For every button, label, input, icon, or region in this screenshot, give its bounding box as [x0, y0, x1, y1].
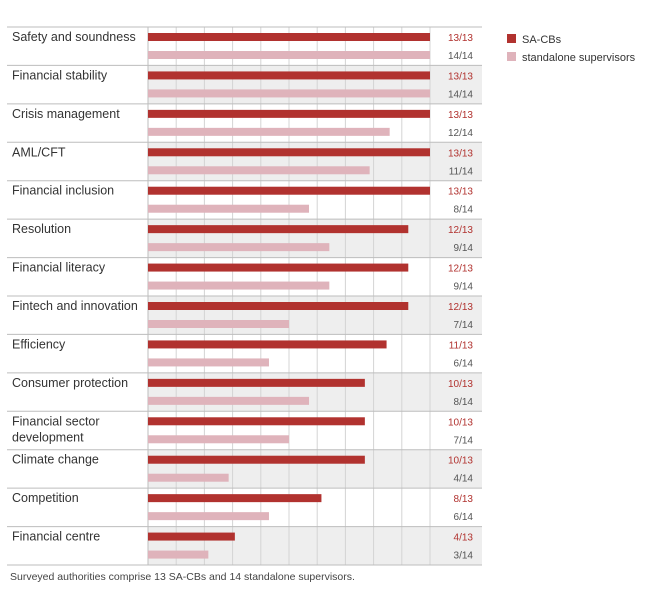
- value-label-standalone: 8/14: [454, 397, 474, 408]
- value-label-standalone: 4/14: [454, 474, 474, 485]
- legend-label-standalone-supervisors: standalone supervisors: [522, 52, 636, 64]
- bar-standalone-supervisors: [148, 550, 209, 559]
- legend-label-sa-cbs: SA-CBs: [522, 34, 562, 46]
- bar-sa-cbs: [148, 378, 365, 387]
- bar-standalone-supervisors: [148, 396, 310, 405]
- bar-sa-cbs: [148, 33, 430, 41]
- bar-standalone-supervisors: [148, 320, 289, 328]
- value-label-standalone: 3/14: [454, 551, 474, 562]
- value-label-standalone: 14/14: [448, 89, 473, 100]
- bar-sa-cbs: [148, 532, 235, 541]
- bar-standalone-supervisors: [148, 435, 289, 444]
- value-label-sa-cbs: 11/13: [449, 340, 474, 351]
- value-label-sa-cbs: 10/13: [448, 417, 473, 428]
- value-label-standalone: 9/14: [454, 243, 474, 254]
- category-label: Financial centre: [12, 530, 100, 544]
- row-shade: [148, 526, 482, 565]
- legend-swatch-sa-cbs: [507, 34, 516, 43]
- bar-standalone-supervisors: [148, 204, 310, 213]
- category-label: AML/CFT: [12, 145, 66, 159]
- bar-sa-cbs: [148, 263, 409, 272]
- category-label: Fintech and innovation: [12, 299, 138, 313]
- value-label-standalone: 14/14: [448, 51, 473, 62]
- value-label-standalone: 7/14: [454, 435, 474, 446]
- value-label-standalone: 8/14: [454, 205, 474, 216]
- value-label-sa-cbs: 10/13: [448, 379, 473, 390]
- bar-sa-cbs: [148, 340, 387, 349]
- value-label-sa-cbs: 13/13: [448, 110, 473, 121]
- value-label-standalone: 7/14: [454, 320, 474, 331]
- value-label-standalone: 12/14: [448, 128, 473, 139]
- bar-sa-cbs: [148, 109, 430, 118]
- bar-standalone-supervisors: [148, 512, 269, 521]
- category-label: Financial sector development: [12, 414, 100, 444]
- category-label: Financial inclusion: [12, 184, 114, 198]
- bar-sa-cbs: [148, 494, 322, 503]
- bar-standalone-supervisors: [148, 166, 370, 175]
- category-label: Financial literacy: [12, 261, 106, 275]
- bar-sa-cbs: [148, 417, 365, 426]
- bar-sa-cbs: [148, 186, 430, 195]
- bar-standalone-supervisors: [148, 243, 330, 252]
- bar-standalone-supervisors: [148, 89, 430, 98]
- bar-standalone-supervisors: [148, 358, 269, 367]
- value-label-sa-cbs: 8/13: [454, 494, 474, 505]
- row-shade: [148, 449, 482, 489]
- legend-swatch-standalone-supervisors: [507, 52, 516, 61]
- value-label-sa-cbs: 12/13: [448, 264, 473, 275]
- value-label-standalone: 6/14: [454, 358, 474, 369]
- value-label-standalone: 9/14: [454, 282, 474, 293]
- bar-standalone-supervisors: [148, 281, 330, 290]
- category-label: Competition: [12, 491, 79, 505]
- value-label-sa-cbs: 10/13: [448, 456, 473, 467]
- value-label-sa-cbs: 4/13: [454, 533, 474, 544]
- category-label: Resolution: [12, 222, 71, 236]
- value-label-sa-cbs: 12/13: [448, 225, 473, 236]
- bar-sa-cbs: [148, 71, 430, 80]
- bar-sa-cbs: [148, 148, 430, 157]
- footnote: Surveyed authorities comprise 13 SA-CBs …: [10, 571, 355, 583]
- category-label: Safety and soundness: [12, 30, 136, 44]
- row-shade: [148, 219, 482, 258]
- row-shade: [148, 65, 482, 104]
- bar-standalone-supervisors: [148, 473, 229, 482]
- category-label: Consumer protection: [12, 376, 128, 390]
- row-shade: [148, 142, 482, 181]
- category-label: Efficiency: [12, 337, 66, 351]
- bar-standalone-supervisors: [148, 51, 430, 59]
- category-label: Crisis management: [12, 107, 120, 121]
- bar-standalone-supervisors: [148, 127, 390, 136]
- value-label-sa-cbs: 13/13: [448, 71, 473, 82]
- category-label: Financial stability: [12, 68, 108, 82]
- value-label-sa-cbs: 13/13: [448, 148, 473, 159]
- value-label-sa-cbs: 13/13: [448, 33, 473, 44]
- bar-sa-cbs: [148, 302, 409, 310]
- bar-sa-cbs: [148, 225, 409, 234]
- value-label-standalone: 11/14: [449, 166, 474, 177]
- row-shade: [148, 296, 482, 335]
- value-label-standalone: 6/14: [454, 512, 474, 523]
- category-label: Climate change: [12, 453, 99, 467]
- bar-sa-cbs: [148, 455, 365, 464]
- value-label-sa-cbs: 13/13: [448, 187, 473, 198]
- row-shade: [148, 372, 482, 412]
- value-label-sa-cbs: 12/13: [448, 302, 473, 313]
